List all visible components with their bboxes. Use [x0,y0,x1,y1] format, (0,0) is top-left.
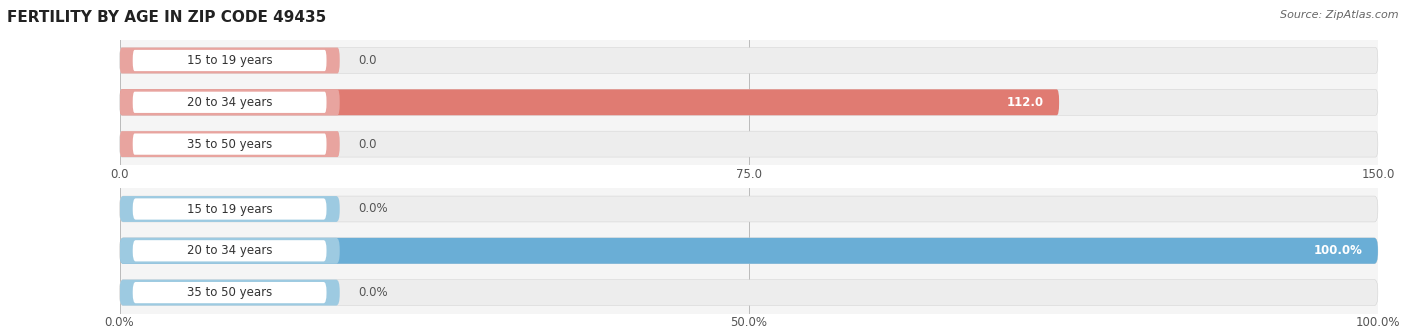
FancyBboxPatch shape [120,89,1378,115]
FancyBboxPatch shape [132,240,326,261]
FancyBboxPatch shape [120,131,340,157]
FancyBboxPatch shape [132,133,326,155]
FancyBboxPatch shape [120,238,1378,264]
Text: 15 to 19 years: 15 to 19 years [187,203,273,215]
Text: 0.0%: 0.0% [359,286,388,299]
Text: FERTILITY BY AGE IN ZIP CODE 49435: FERTILITY BY AGE IN ZIP CODE 49435 [7,10,326,25]
FancyBboxPatch shape [120,89,1059,115]
FancyBboxPatch shape [120,48,1378,74]
FancyBboxPatch shape [120,280,1378,306]
Text: 35 to 50 years: 35 to 50 years [187,138,273,150]
FancyBboxPatch shape [132,198,326,220]
FancyBboxPatch shape [120,48,340,74]
FancyBboxPatch shape [120,238,340,264]
Text: 35 to 50 years: 35 to 50 years [187,286,273,299]
Text: 0.0%: 0.0% [359,203,388,215]
Text: 20 to 34 years: 20 to 34 years [187,244,273,257]
Text: 20 to 34 years: 20 to 34 years [187,96,273,109]
FancyBboxPatch shape [120,196,340,222]
Text: 100.0%: 100.0% [1313,244,1362,257]
Text: 112.0: 112.0 [1007,96,1045,109]
FancyBboxPatch shape [120,131,1378,157]
FancyBboxPatch shape [132,282,326,303]
Text: 15 to 19 years: 15 to 19 years [187,54,273,67]
FancyBboxPatch shape [120,280,340,306]
FancyBboxPatch shape [120,196,1378,222]
Text: 0.0: 0.0 [359,138,377,150]
Text: Source: ZipAtlas.com: Source: ZipAtlas.com [1281,10,1399,20]
FancyBboxPatch shape [120,89,340,115]
FancyBboxPatch shape [132,92,326,113]
Text: 0.0: 0.0 [359,54,377,67]
FancyBboxPatch shape [120,238,1378,264]
FancyBboxPatch shape [132,50,326,71]
